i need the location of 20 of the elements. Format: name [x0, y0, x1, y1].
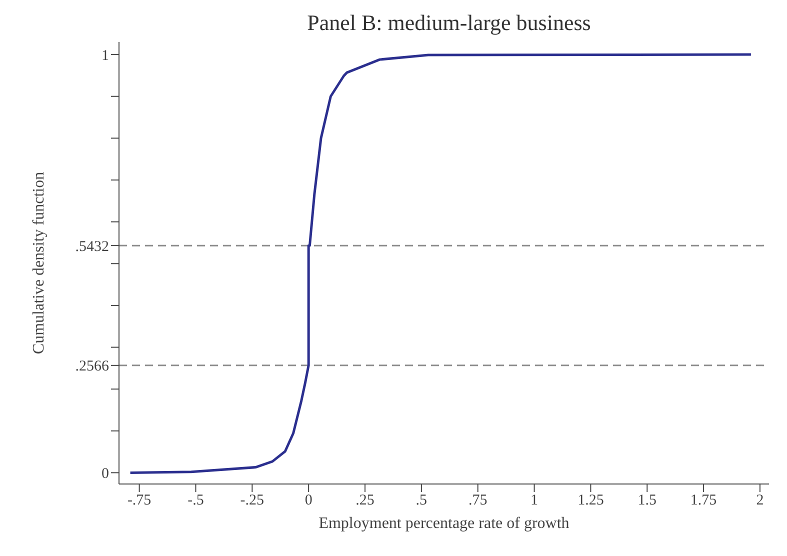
y-tick-label: .2566 [75, 358, 110, 375]
x-tick-label: 2 [756, 492, 764, 509]
y-tick-label: 0 [102, 466, 109, 482]
y-axis-title: Cumulative density function [30, 172, 48, 354]
x-tick-label: .5 [416, 492, 428, 509]
x-tick-label: -.5 [188, 492, 204, 509]
line-series [129, 53, 752, 474]
x-tick-label: -.75 [127, 492, 152, 509]
x-axis-title: Employment percentage rate of growth [318, 515, 570, 532]
x-tick-label: 1.25 [578, 492, 604, 509]
chart-title: Panel B: medium-large business [306, 10, 592, 36]
x-tick-label: .25 [356, 492, 374, 509]
y-tick-label: 1 [102, 48, 109, 64]
x-tick-label: -.25 [240, 492, 264, 509]
x-tick-label: 1.75 [690, 492, 717, 509]
x-tick-label: 1.5 [638, 492, 656, 509]
x-tick-label: .75 [468, 492, 488, 509]
y-tick-label: .5432 [75, 238, 109, 255]
x-tick-label: 0 [304, 492, 312, 509]
x-tick-label: 1 [530, 492, 538, 509]
